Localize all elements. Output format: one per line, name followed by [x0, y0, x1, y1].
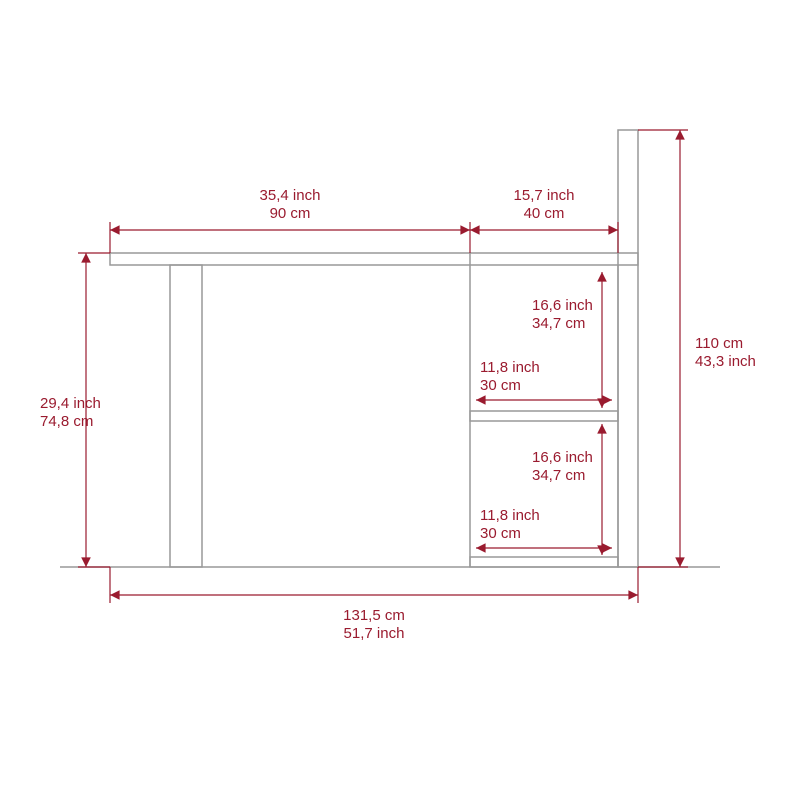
- furniture-outline: [60, 130, 720, 567]
- dim-shelf-lower-w-inch: 11,8 inch: [480, 507, 540, 524]
- dim-top-left-inch: 35,4 inch: [260, 187, 321, 204]
- dim-shelf-upper-w-cm: 30 cm: [480, 377, 521, 394]
- dim-shelf-upper-w-inch: 11,8 inch: [480, 359, 540, 376]
- dim-top-right-inch: 15,7 inch: [514, 187, 575, 204]
- dim-right-h-cm: 110 cm: [695, 335, 743, 352]
- dimension-diagram: 35,4 inch 90 cm 15,7 inch 40 cm 29,4 inc…: [0, 0, 800, 800]
- dim-left-h-inch: 29,4 inch: [40, 395, 101, 412]
- dim-top-right-cm: 40 cm: [524, 205, 565, 222]
- dim-shelf-lower-h-inch: 16,6 inch: [532, 449, 593, 466]
- dim-top-left-cm: 90 cm: [270, 205, 311, 222]
- dim-shelf-upper-h-cm: 34,7 cm: [532, 315, 585, 332]
- dimensions: 35,4 inch 90 cm 15,7 inch 40 cm 29,4 inc…: [40, 130, 756, 642]
- dim-left-h-cm: 74,8 cm: [40, 413, 93, 430]
- dim-bottom-w-cm: 131,5 cm: [343, 607, 405, 624]
- dim-right-h-inch: 43,3 inch: [695, 353, 756, 370]
- dim-shelf-lower-w-cm: 30 cm: [480, 525, 521, 542]
- dim-shelf-upper-h-inch: 16,6 inch: [532, 297, 593, 314]
- dim-bottom-w-inch: 51,7 inch: [344, 625, 405, 642]
- dim-shelf-lower-h-cm: 34,7 cm: [532, 467, 585, 484]
